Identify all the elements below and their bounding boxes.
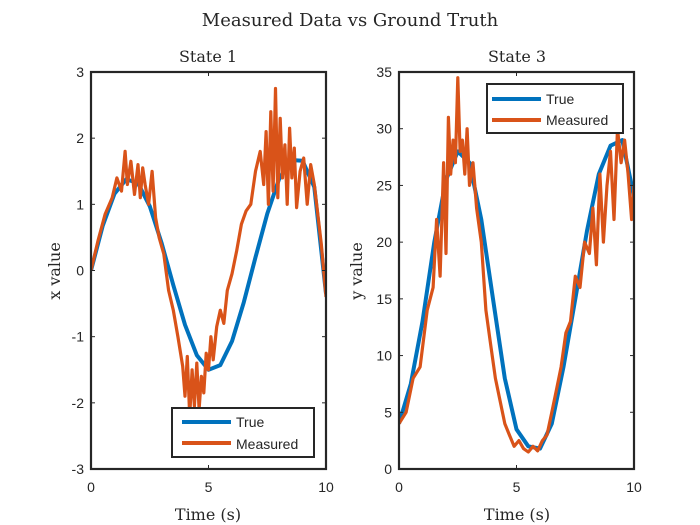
legend: True Measured [171, 407, 315, 458]
y-tick-label: 25 [376, 177, 392, 193]
legend: True Measured [486, 83, 624, 134]
plot-area: 0 5 10 0 5 10 15 20 25 30 35 [376, 64, 642, 495]
y-tick-label: 0 [76, 263, 84, 279]
x-tick-label: 5 [513, 479, 521, 495]
chart-title: State 1 [179, 47, 237, 66]
y-tick-label: 2 [76, 130, 84, 146]
x-tick-label: 0 [87, 479, 95, 495]
figure-title: Measured Data vs Ground Truth [202, 10, 499, 31]
y-tick-label: 30 [376, 121, 392, 137]
y-tick-label: 15 [376, 291, 392, 307]
chart-title: State 3 [488, 47, 546, 66]
x-axis-label: Time (s) [484, 505, 550, 524]
y-tick-label: 10 [376, 348, 392, 364]
legend-label-true: True [546, 91, 574, 107]
x-tick-label: 0 [395, 479, 403, 495]
y-tick-label: -1 [72, 329, 85, 345]
y-tick-label: -2 [72, 395, 85, 411]
legend-label-measured: Measured [546, 112, 608, 128]
y-tick-label: 20 [376, 234, 392, 250]
legend-label-measured: Measured [236, 436, 298, 452]
series-line-measured [399, 76, 634, 454]
y-tick-label: 1 [76, 196, 84, 212]
plot-area: 0 5 10 -3 -2 -1 0 1 2 3 [72, 64, 334, 495]
x-axis-label: Time (s) [175, 505, 241, 524]
series-line-true [91, 158, 326, 372]
series-line-measured [91, 86, 326, 418]
y-tick-label: 5 [384, 404, 392, 420]
y-tick-label: 3 [76, 64, 84, 80]
y-tick-label: 35 [376, 64, 392, 80]
y-tick-label: -3 [72, 461, 85, 477]
chart-state-3: State 3 0 5 10 0 5 10 15 20 25 30 35 Time (s) y va… [347, 47, 642, 524]
legend-label-true: True [236, 414, 264, 430]
x-tick-label: 5 [205, 479, 213, 495]
x-tick-label: 10 [318, 479, 334, 495]
legend-box [486, 83, 624, 134]
y-tick-label: 0 [384, 461, 392, 477]
x-tick-label: 10 [626, 479, 642, 495]
y-axis-label: y value [347, 242, 366, 301]
y-axis-label: x value [45, 242, 64, 300]
legend-box [171, 407, 315, 458]
